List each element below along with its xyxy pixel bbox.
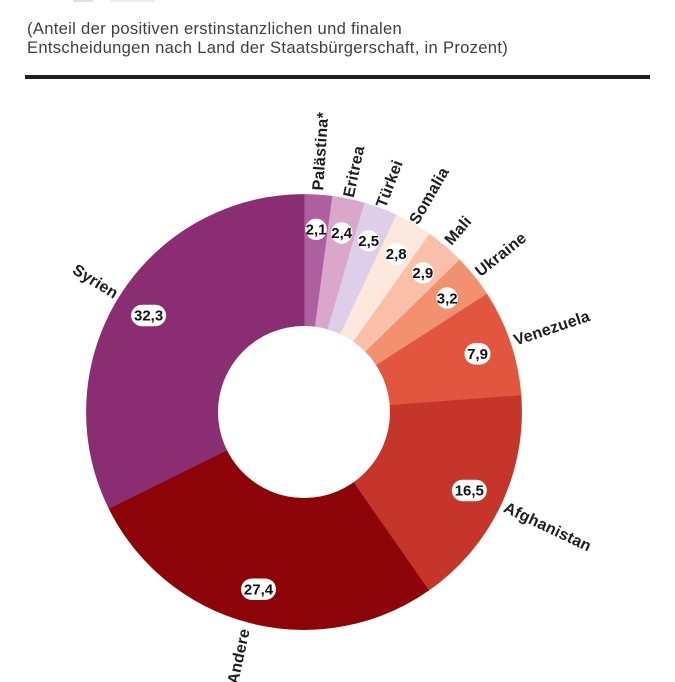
svg-text:Eritrea: Eritrea: [341, 144, 368, 198]
svg-text:Palästina*: Palästina*: [310, 111, 332, 191]
svg-text:Mali: Mali: [442, 213, 476, 248]
svg-text:32,3: 32,3: [134, 308, 163, 325]
svg-text:7,9: 7,9: [467, 346, 488, 363]
svg-text:27,4: 27,4: [244, 582, 274, 599]
svg-text:16,5: 16,5: [455, 483, 484, 500]
svg-text:Somalia: Somalia: [407, 165, 453, 228]
svg-text:2,4: 2,4: [331, 225, 353, 242]
svg-text:2,8: 2,8: [386, 246, 407, 263]
svg-text:Syrien: Syrien: [69, 262, 121, 303]
svg-text:2,5: 2,5: [358, 233, 379, 250]
svg-text:3,2: 3,2: [437, 290, 458, 307]
svg-text:Andere: Andere: [225, 627, 254, 682]
svg-text:2,9: 2,9: [412, 265, 433, 282]
svg-text:Venezuela: Venezuela: [512, 308, 592, 349]
svg-text:Ukraine: Ukraine: [472, 230, 530, 281]
svg-text:2,1: 2,1: [306, 222, 327, 239]
svg-text:Türkei: Türkei: [373, 158, 406, 210]
svg-text:Afghanistan: Afghanistan: [501, 500, 594, 556]
